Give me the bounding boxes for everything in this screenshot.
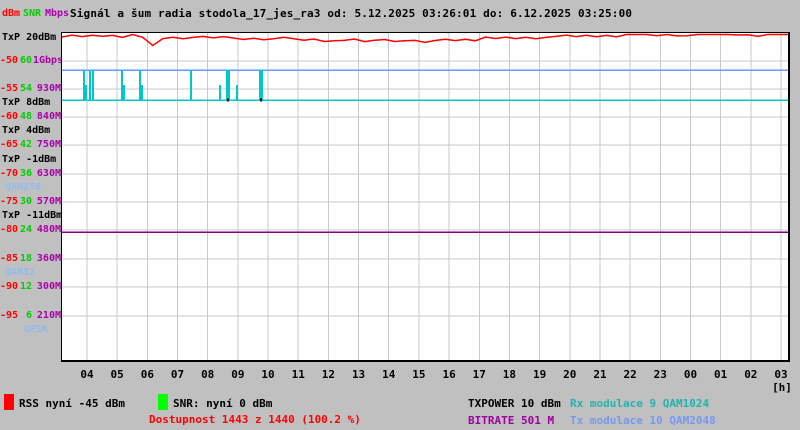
y-txpower-mark: TxP -11dBm xyxy=(2,210,63,221)
bitrate-text: BITRATE 501 M xyxy=(468,414,555,427)
rss-line xyxy=(62,33,788,47)
y-axis-row: -55 54 930M xyxy=(0,84,61,94)
y-axis-row: TxP 8dBm xyxy=(0,98,63,108)
y-tick-mbps: 570M xyxy=(36,196,61,207)
x-axis-label: 17 xyxy=(472,368,486,381)
x-axis-label: 00 xyxy=(683,368,698,381)
y-tick-snr: 54 xyxy=(19,83,32,94)
y-axis-row: -80 24 480M xyxy=(0,225,61,235)
y-tick-snr: 60 xyxy=(19,55,32,66)
unit-mbps-label: Mbps xyxy=(45,8,70,19)
x-axis-label: 04 xyxy=(80,368,94,381)
y-axis-row: -85 18 360M xyxy=(0,254,61,264)
x-axis-label: 20 xyxy=(563,368,577,381)
x-axis-label: 03 xyxy=(774,368,788,381)
y-tick-dbm: -50 xyxy=(0,55,19,66)
y-tick-dbm: -70 xyxy=(0,168,19,179)
y-axis-row: -60 48 840M xyxy=(0,112,61,122)
x-axis-label: 13 xyxy=(351,368,366,381)
y-modulation-mark: QAM256 xyxy=(5,182,42,193)
y-txpower-mark: TxP 8dBm xyxy=(2,97,51,108)
y-axis-row: -70 36 630M xyxy=(0,169,61,179)
x-axis-label: 02 xyxy=(744,368,758,381)
x-axis-label: 09 xyxy=(231,368,245,381)
y-axis-row: -75 30 570M xyxy=(0,197,61,207)
y-axis-row: QAM32 xyxy=(0,268,66,278)
y-tick-mbps: 480M xyxy=(36,224,61,235)
y-tick-snr: 18 xyxy=(19,253,32,264)
x-axis-label: 16 xyxy=(442,368,456,381)
snr-legend-text: SNR: nyní 0 dBm xyxy=(173,397,273,410)
unit-snr-label: SNR xyxy=(23,8,42,19)
x-axis-label: 22 xyxy=(623,368,637,381)
y-tick-dbm: -85 xyxy=(0,253,19,264)
txpower-text: TXPOWER 10 dBm xyxy=(468,397,561,410)
y-axis-row: QPSK xyxy=(0,325,85,335)
y-tick-dbm: -55 xyxy=(0,83,19,94)
y-tick-dbm: -80 xyxy=(0,224,19,235)
x-axis-unit: [h] xyxy=(772,381,792,394)
y-tick-mbps: 930M xyxy=(36,83,61,94)
x-axis-label: 05 xyxy=(110,368,124,381)
y-axis-row: QAM256 xyxy=(0,183,66,193)
rss-legend-swatch xyxy=(4,394,14,410)
x-axis-label: 14 xyxy=(382,368,396,381)
y-tick-dbm: -60 xyxy=(0,111,19,122)
y-axis-row: -65 42 750M xyxy=(0,140,61,150)
x-axis-label: 21 xyxy=(593,368,607,381)
y-tick-mbps: 840M xyxy=(36,111,61,122)
y-tick-mbps: 750M xyxy=(36,139,61,150)
y-tick-snr: 36 xyxy=(19,168,32,179)
x-axis-label: 01 xyxy=(714,368,728,381)
y-axis-row: TxP 4dBm xyxy=(0,126,63,136)
y-txpower-mark: TxP 4dBm xyxy=(2,125,51,136)
x-axis-label: 18 xyxy=(502,368,517,381)
y-modulation-mark: QPSK xyxy=(24,324,49,335)
snr-legend-swatch xyxy=(158,394,168,410)
y-tick-snr: 24 xyxy=(19,224,32,235)
y-axis-row: TxP -1dBm xyxy=(0,155,63,165)
x-axis-label: 23 xyxy=(653,368,667,381)
x-axis-label: 08 xyxy=(201,368,215,381)
plot-area xyxy=(61,32,790,362)
x-axis-label: 11 xyxy=(291,368,305,381)
rx-modulation-text: Rx modulace 9 QAM1024 xyxy=(570,397,710,410)
y-axis-row: -50 601Gbps xyxy=(0,55,64,66)
graph-title: Signál a šum radia stodola_17_jes_ra3 od… xyxy=(70,7,633,20)
y-tick-dbm: -95 xyxy=(0,310,19,321)
y-tick-snr: 30 xyxy=(19,196,32,207)
y-tick-mbps: 300M xyxy=(36,281,61,292)
x-axis-label: 06 xyxy=(140,368,154,381)
rss-legend-text: RSS nyní -45 dBm xyxy=(19,397,125,410)
x-axis-label: 12 xyxy=(321,368,336,381)
y-axis-row: TxP 20dBm xyxy=(0,33,63,43)
y-tick-snr: 48 xyxy=(19,111,32,122)
y-tick-snr: 42 xyxy=(19,139,32,150)
y-tick-snr: 12 xyxy=(19,281,32,292)
tx-modulation-text: Tx modulace 10 QAM2048 xyxy=(570,414,716,427)
y-tick-dbm: -65 xyxy=(0,139,19,150)
y-tick-mbps: 360M xyxy=(36,253,61,264)
x-axis-label: 15 xyxy=(412,368,426,381)
y-tick-dbm: -75 xyxy=(0,196,19,207)
y-axis-row: TxP -11dBm xyxy=(0,211,63,221)
availability-text: Dostupnost 1443 z 1440 (100.2 %) xyxy=(149,413,361,426)
y-tick-mbps: 630M xyxy=(36,168,61,179)
y-tick-dbm: -90 xyxy=(0,281,19,292)
y-tick-mbps: 1Gbps xyxy=(33,55,64,66)
y-txpower-mark: TxP 20dBm xyxy=(2,32,57,43)
chart-canvas xyxy=(62,33,788,360)
x-axis-label: 10 xyxy=(261,368,275,381)
y-axis-row: -90 12 300M xyxy=(0,282,61,292)
y-modulation-mark: QAM32 xyxy=(5,267,36,278)
y-txpower-mark: TxP -1dBm xyxy=(2,154,57,165)
x-axis-label: 19 xyxy=(532,368,547,381)
x-axis-label: 07 xyxy=(170,368,185,381)
y-axis-row: -95 6 210M xyxy=(0,311,61,321)
unit-dbm-label: dBm xyxy=(2,8,21,19)
y-tick-snr: 6 xyxy=(25,310,32,321)
y-tick-mbps: 210M xyxy=(36,310,61,321)
